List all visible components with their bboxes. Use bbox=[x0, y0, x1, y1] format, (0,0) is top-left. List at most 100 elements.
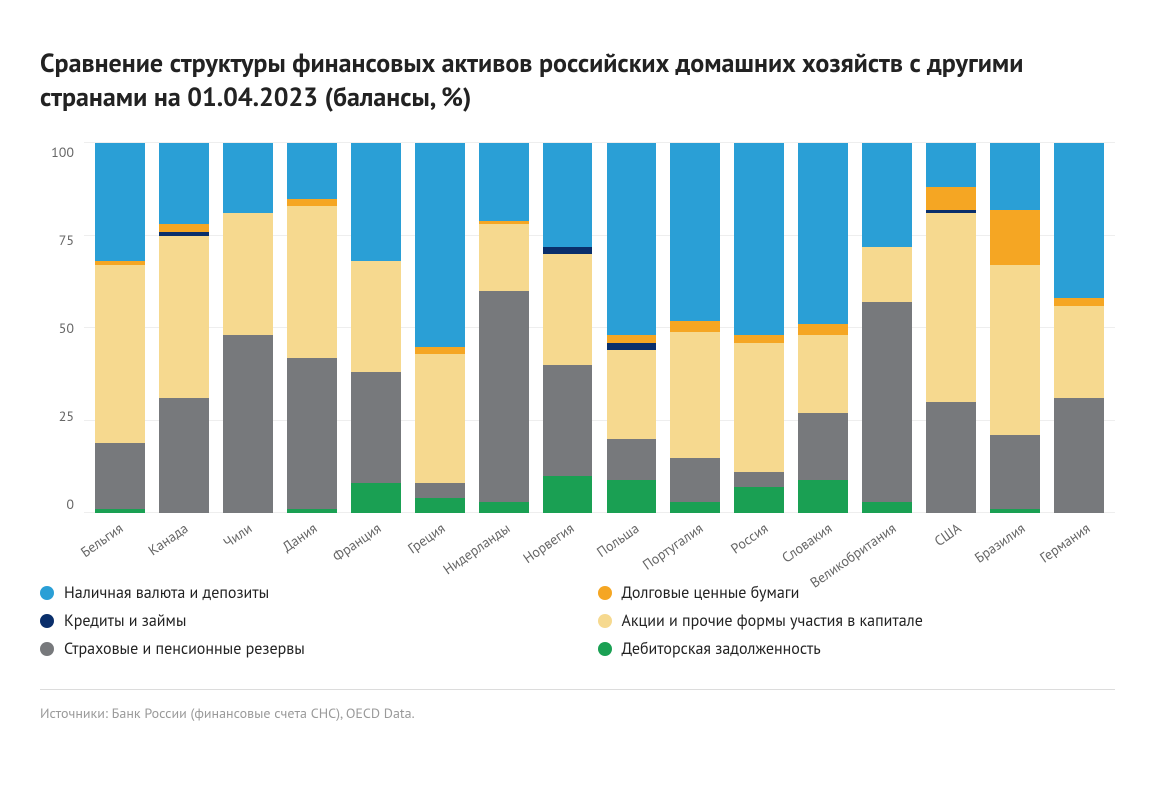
x-tick-slot: Чили bbox=[213, 513, 277, 573]
bar-slot bbox=[1047, 143, 1111, 513]
legend-label: Дебиторская задолженность bbox=[622, 639, 821, 659]
bar-segment-debt bbox=[990, 210, 1040, 266]
bar-slot bbox=[600, 143, 664, 513]
x-tick-slot: Дания bbox=[277, 513, 341, 573]
x-axis: БельгияКанадаЧилиДанияФранцияГрецияНидер… bbox=[40, 513, 1115, 573]
bar-segment-receivable bbox=[862, 502, 912, 513]
bar-segment-equity bbox=[543, 254, 593, 365]
bar-segment-cash bbox=[670, 143, 720, 321]
bar-segment-insurance bbox=[415, 483, 465, 498]
legend-swatch bbox=[598, 586, 612, 600]
legend-swatch bbox=[40, 614, 54, 628]
x-tick-label: Греция bbox=[405, 519, 449, 557]
bar-segment-receivable bbox=[415, 498, 465, 513]
bar-segment-insurance bbox=[990, 435, 1040, 509]
bar-segment-debt bbox=[415, 347, 465, 354]
bar bbox=[926, 143, 976, 513]
x-tick-slot: Бельгия bbox=[84, 513, 148, 573]
bar-segment-cash bbox=[159, 143, 209, 224]
y-tick-label: 50 bbox=[40, 319, 74, 337]
bar-segment-cash bbox=[543, 143, 593, 247]
bars-container bbox=[84, 143, 1115, 513]
bar-segment-cash bbox=[926, 143, 976, 187]
bar-slot bbox=[280, 143, 344, 513]
bar-segment-debt bbox=[287, 199, 337, 206]
bar-segment-insurance bbox=[223, 335, 273, 513]
bar-segment-receivable bbox=[543, 476, 593, 513]
bar-segment-loans bbox=[607, 343, 657, 350]
x-tick-slot: Норвегия bbox=[535, 513, 599, 573]
bar-slot bbox=[919, 143, 983, 513]
bar-slot bbox=[983, 143, 1047, 513]
bar-segment-equity bbox=[990, 265, 1040, 435]
bar-segment-equity bbox=[415, 354, 465, 484]
source-text: Источники: Банк России (финансовые счета… bbox=[40, 704, 1115, 722]
bar-segment-cash bbox=[415, 143, 465, 347]
divider bbox=[40, 689, 1115, 690]
bar-segment-equity bbox=[223, 213, 273, 335]
bar-segment-cash bbox=[734, 143, 784, 335]
bar-segment-cash bbox=[862, 143, 912, 247]
bar-segment-insurance bbox=[798, 413, 848, 480]
y-tick-label: 0 bbox=[40, 495, 74, 513]
bar bbox=[223, 143, 273, 513]
bar-segment-loans bbox=[543, 247, 593, 254]
bar-segment-insurance bbox=[95, 443, 145, 510]
y-tick-label: 100 bbox=[40, 143, 74, 161]
legend-item-receivable: Дебиторская задолженность bbox=[598, 639, 1116, 659]
chart-container: 1007550250 БельгияКанада Чили ДанияФранция… bbox=[40, 143, 1115, 573]
bar-slot bbox=[152, 143, 216, 513]
y-axis: 1007550250 bbox=[40, 143, 84, 513]
bar-segment-equity bbox=[862, 247, 912, 303]
legend-item-debt: Долговые ценные бумаги bbox=[598, 583, 1116, 603]
bar bbox=[990, 143, 1040, 513]
bar-segment-receivable bbox=[479, 502, 529, 513]
legend-swatch bbox=[598, 642, 612, 656]
chart-title: Сравнение структуры финансовых активов р… bbox=[40, 47, 1115, 115]
bar-segment-insurance bbox=[862, 302, 912, 502]
bar-slot bbox=[88, 143, 152, 513]
bar-segment-equity bbox=[670, 332, 720, 458]
x-tick-label: Польша bbox=[593, 519, 642, 561]
x-tick-label: США bbox=[931, 519, 965, 550]
bar-slot bbox=[472, 143, 536, 513]
x-tick-slot: Португалия bbox=[664, 513, 728, 573]
bar-segment-equity bbox=[734, 343, 784, 473]
bar-slot bbox=[791, 143, 855, 513]
bar-segment-receivable bbox=[351, 483, 401, 513]
legend-swatch bbox=[40, 642, 54, 656]
bar-segment-cash bbox=[351, 143, 401, 261]
bar bbox=[479, 143, 529, 513]
bar-segment-cash bbox=[287, 143, 337, 199]
x-tick-slot: Бразилия bbox=[986, 513, 1050, 573]
bar-segment-cash bbox=[479, 143, 529, 221]
bar bbox=[734, 143, 784, 513]
bar-segment-equity bbox=[607, 350, 657, 439]
x-tick-slot: Франция bbox=[342, 513, 406, 573]
bar-segment-debt bbox=[798, 324, 848, 335]
legend-label: Страховые и пенсионные резервы bbox=[64, 639, 305, 659]
x-tick-label: Чили bbox=[220, 519, 256, 551]
bar-segment-insurance bbox=[351, 372, 401, 483]
bar bbox=[862, 143, 912, 513]
bar-segment-insurance bbox=[670, 458, 720, 502]
bar-segment-debt bbox=[670, 321, 720, 332]
bar-segment-cash bbox=[1054, 143, 1104, 298]
bar-slot bbox=[536, 143, 600, 513]
bar-segment-insurance bbox=[479, 291, 529, 502]
x-tick-label: Канада bbox=[144, 519, 191, 559]
bar bbox=[607, 143, 657, 513]
bar-segment-equity bbox=[287, 206, 337, 358]
bar bbox=[1054, 143, 1104, 513]
bar-segment-equity bbox=[1054, 306, 1104, 399]
bar bbox=[287, 143, 337, 513]
bar-segment-debt bbox=[1054, 298, 1104, 305]
bar-segment-debt bbox=[607, 335, 657, 342]
legend-item-equity: Акции и прочие формы участия в капитале bbox=[598, 611, 1116, 631]
bar bbox=[95, 143, 145, 513]
bar-segment-insurance bbox=[607, 439, 657, 480]
bar-slot bbox=[855, 143, 919, 513]
plot-area bbox=[84, 143, 1115, 513]
x-tick-slot: Россия bbox=[728, 513, 792, 573]
bar-segment-insurance bbox=[287, 358, 337, 510]
